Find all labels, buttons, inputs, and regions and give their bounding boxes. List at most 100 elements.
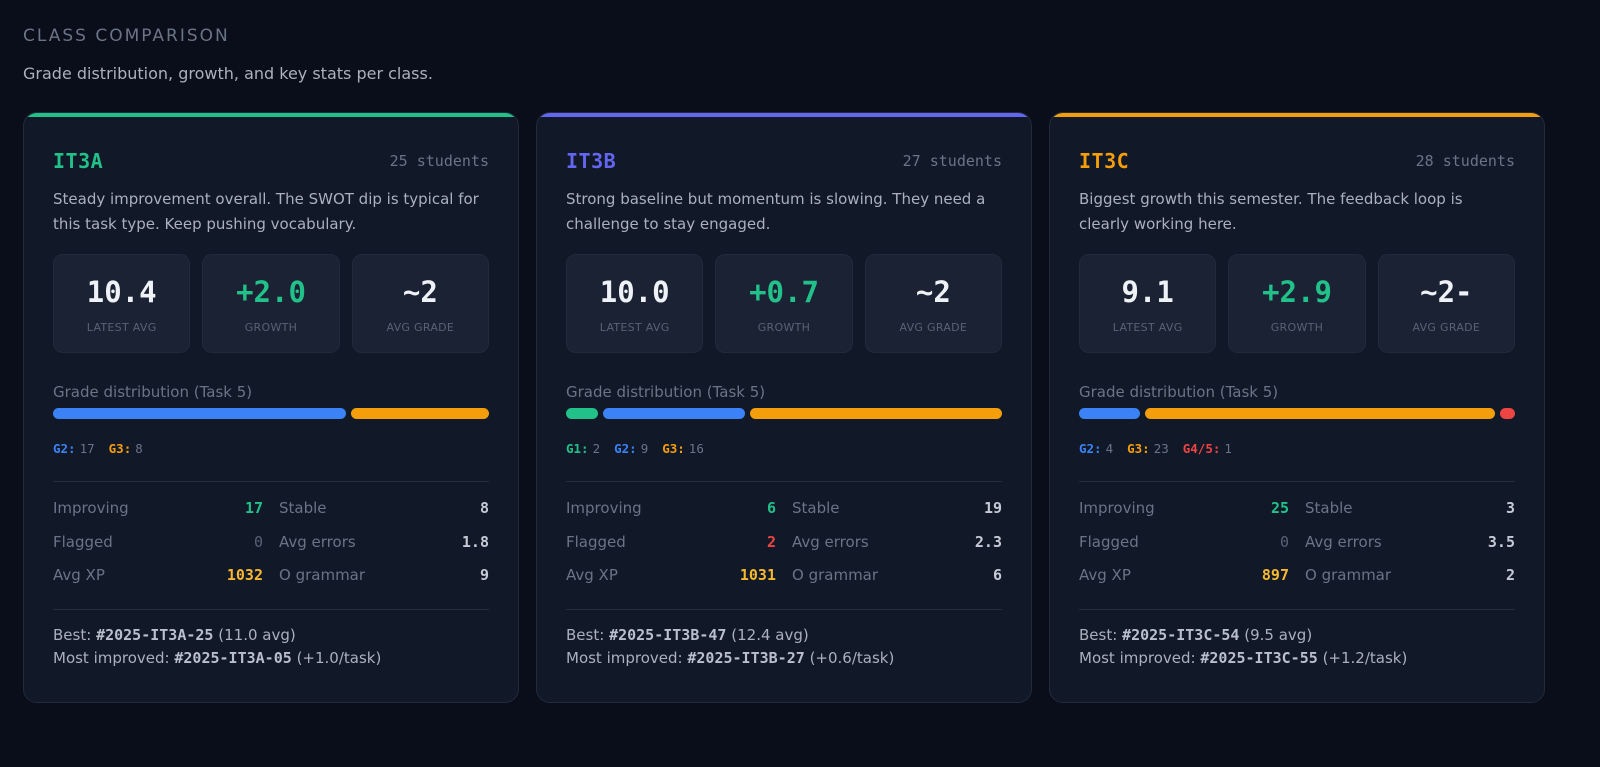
metric-label: O grammar [1305,566,1392,584]
latest-avg-tile: 10.4 LATEST AVG [53,254,191,353]
distribution-segment-g2 [53,408,347,419]
distribution-segment-g3 [749,408,1002,419]
metric-value: 6 [766,499,776,517]
metrics-row: Avg XP 897 O grammar 2 [1079,566,1515,590]
distribution-bar [1079,408,1515,419]
best-label: Best: [53,626,92,644]
avg-grade-tile: ~2- AVG GRADE [1377,254,1515,353]
avg-grade-label: AVG GRADE [386,321,455,334]
metric-value: 0 [1279,533,1289,551]
most-improved-student-id[interactable]: #2025-IT3A-05 [174,649,292,667]
latest-avg-tile: 9.1 LATEST AVG [1079,254,1217,353]
divider [53,481,489,482]
metric-label: Stable [1305,499,1353,517]
class-name: IT3C [1079,149,1130,173]
divider [1079,609,1515,610]
most-improved-student: Most improved: #2025-IT3B-27 (+0.6/task) [566,647,1002,670]
distribution-bar [566,408,1002,419]
metric-value: 3.5 [1487,533,1515,551]
legend-item: G2: 4 [1079,441,1113,456]
metrics-row: Avg XP 1031 O grammar 6 [566,566,1002,590]
most-improved-student-id[interactable]: #2025-IT3C-55 [1200,649,1318,667]
class-card-it3a: IT3A 25 students Steady improvement over… [23,112,519,703]
card-footer: Best: #2025-IT3B-47 (12.4 avg) Most impr… [566,624,1002,670]
stat-tiles: 10.0 LATEST AVG +0.7 GROWTH ~2 AVG GRADE [566,254,1002,353]
best-label: Best: [566,626,605,644]
metrics-row: Improving 17 Stable 8 [53,499,489,523]
avg-grade-value: ~2 [402,275,438,309]
metric-value: 9 [479,566,489,584]
class-card-it3c: IT3C 28 students Biggest growth this sem… [1049,112,1545,703]
distribution-segment-g2 [602,408,745,419]
distribution-segment-g1 [566,408,598,419]
legend-count: 4 [1105,441,1114,456]
metric-value: 2 [1505,566,1515,584]
growth-tile: +0.7 GROWTH [715,254,853,353]
class-description: Steady improvement overall. The SWOT dip… [53,190,479,233]
metric-label: Avg errors [792,533,869,551]
card-header: IT3C 28 students [1079,149,1515,175]
growth-label: GROWTH [757,321,811,334]
legend-item: G3: 23 [1127,441,1169,456]
divider [53,609,489,610]
most-improved-student-id[interactable]: #2025-IT3B-27 [687,649,805,667]
metrics-row: Avg XP 1032 O grammar 9 [53,566,489,590]
avg-grade-label: AVG GRADE [1412,321,1481,334]
legend-key: G3: [662,441,685,456]
stat-tiles: 9.1 LATEST AVG +2.9 GROWTH ~2- AVG GRADE [1079,254,1515,353]
metric-label: Avg errors [1305,533,1382,551]
metric-label: Flagged [566,533,626,551]
metric-label: Improving [566,499,642,517]
avg-grade-value: ~2- [1420,275,1473,309]
best-student-id[interactable]: #2025-IT3B-47 [609,626,727,644]
growth-value: +2.9 [1262,275,1332,309]
growth-tile: +2.0 GROWTH [202,254,340,353]
legend-item: G4/5: 1 [1183,441,1232,456]
metric-value: 2.3 [974,533,1002,551]
most-improved-label: Most improved: [1079,649,1196,667]
student-count: 25 students [389,152,489,170]
class-card-it3b: IT3B 27 students Strong baseline but mom… [536,112,1032,703]
metric-value: 19 [983,499,1002,517]
metric-label: O grammar [792,566,879,584]
legend-key: G2: [1079,441,1102,456]
latest-avg-value: 10.0 [599,275,670,309]
legend-key: G3: [1127,441,1150,456]
section-subtitle: Grade distribution, growth, and key stat… [23,64,433,83]
distribution-bar [53,408,489,419]
metric-label: Avg errors [279,533,356,551]
metrics-row: Flagged 0 Avg errors 3.5 [1079,533,1515,557]
distribution-legend: G2: 17 G3: 8 [53,441,143,456]
distribution-segment-g3 [351,408,489,419]
metric-label: Avg XP [1079,566,1131,584]
metric-value: 1031 [739,566,776,584]
legend-key: G1: [566,441,589,456]
legend-key: G4/5: [1182,441,1221,456]
most-improved-label: Most improved: [566,649,683,667]
most-improved-note: (+1.2/task) [1322,649,1408,667]
growth-label: GROWTH [244,321,298,334]
metric-value: 25 [1270,499,1289,517]
legend-item: G2: 17 [53,441,95,456]
student-count: 27 students [902,152,1002,170]
best-student-note: (9.5 avg) [1244,626,1313,644]
legend-count: 2 [592,441,601,456]
stat-tiles: 10.4 LATEST AVG +2.0 GROWTH ~2 AVG GRADE [53,254,489,353]
metric-value: 17 [244,499,263,517]
metric-label: Improving [1079,499,1155,517]
latest-avg-value: 10.4 [86,275,157,309]
legend-count: 23 [1153,441,1169,456]
student-count: 28 students [1415,152,1515,170]
latest-avg-label: LATEST AVG [1112,321,1183,334]
best-student-note: (12.4 avg) [731,626,809,644]
distribution-segment-g2 [1079,408,1140,419]
card-header: IT3A 25 students [53,149,489,175]
avg-grade-value: ~2 [915,275,951,309]
divider [566,609,1002,610]
metric-label: Improving [53,499,129,517]
latest-avg-label: LATEST AVG [86,321,157,334]
distribution-segment-g3 [1144,408,1495,419]
best-student-id[interactable]: #2025-IT3C-54 [1122,626,1240,644]
best-student-id[interactable]: #2025-IT3A-25 [96,626,214,644]
metric-value: 0 [253,533,263,551]
